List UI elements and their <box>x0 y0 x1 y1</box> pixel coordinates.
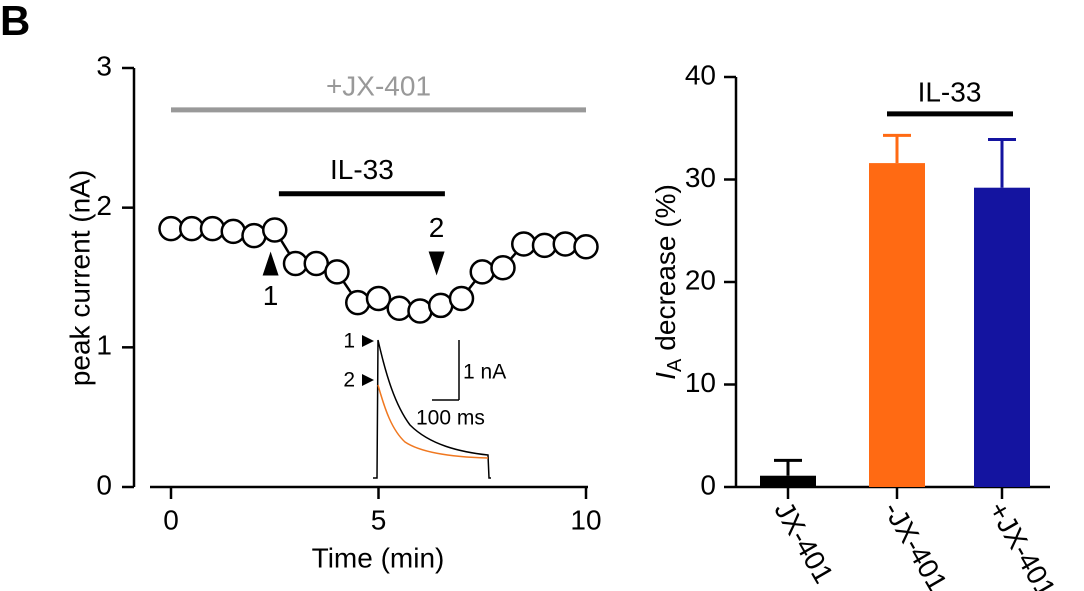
bar <box>869 163 925 487</box>
y-label-symbol: I <box>650 372 681 380</box>
x-tick-label: JX-401 <box>768 496 839 588</box>
inset-label: 1 <box>343 330 355 353</box>
data-point <box>573 234 599 260</box>
x-tick-label: -JX-401 <box>877 496 953 591</box>
inset-arrows <box>362 335 374 386</box>
data-point <box>262 217 288 243</box>
inset <box>362 335 491 479</box>
data-point <box>407 298 433 324</box>
annotation-label: +JX-401 <box>326 70 431 101</box>
marker-label: 2 <box>429 212 445 243</box>
y-tick-label: 3 <box>96 50 112 81</box>
y-tick-label: 0 <box>96 469 112 500</box>
inset-trace-1 <box>373 339 491 479</box>
bar <box>974 187 1030 487</box>
data-point <box>469 259 495 285</box>
data-point <box>365 285 392 312</box>
data-point <box>448 285 475 312</box>
x-tick-label: 0 <box>163 504 179 535</box>
data-point <box>490 254 516 281</box>
x-axis-label: Time (min) <box>312 542 445 573</box>
marker-arrow <box>428 251 445 276</box>
data-point <box>241 222 267 249</box>
scale-label-y: 1 nA <box>463 361 506 384</box>
marker-arrow <box>262 251 279 276</box>
y-tick-label: 40 <box>685 59 716 90</box>
y-tick-label: 20 <box>685 264 716 295</box>
annotation-label: IL-33 <box>330 154 394 185</box>
y-label-subscript: A <box>664 358 686 372</box>
bar <box>760 475 816 487</box>
data-point <box>324 259 350 285</box>
y-tick-label: 10 <box>685 367 716 398</box>
inset-label: 2 <box>343 369 355 392</box>
y-tick-label: 2 <box>96 190 112 221</box>
y-label-text: decrease (%) <box>650 184 681 351</box>
scale-label-x: 100 ms <box>416 407 485 430</box>
data-point <box>511 231 537 257</box>
data-point <box>345 289 371 316</box>
data-point <box>531 232 558 259</box>
x-tick-label: 10 <box>570 504 601 535</box>
y-axis-label: IAdecrease (%) <box>650 184 686 380</box>
data-point <box>220 218 246 245</box>
marker-label: 1 <box>263 280 279 311</box>
y-tick-label: 1 <box>96 330 112 361</box>
y-tick-label: 30 <box>685 162 716 193</box>
annotation-label: IL-33 <box>918 76 982 107</box>
x-tick-label: 5 <box>371 504 387 535</box>
y-tick-label: 0 <box>700 469 716 500</box>
x-tick-label: +JX-401 <box>982 496 1061 591</box>
panel-label: B <box>0 0 30 44</box>
data-point <box>386 295 412 321</box>
inset-trace-2 <box>377 384 489 459</box>
y-axis-label: peak current (nA) <box>64 170 95 386</box>
data-point <box>552 231 578 257</box>
data-point <box>199 215 226 242</box>
